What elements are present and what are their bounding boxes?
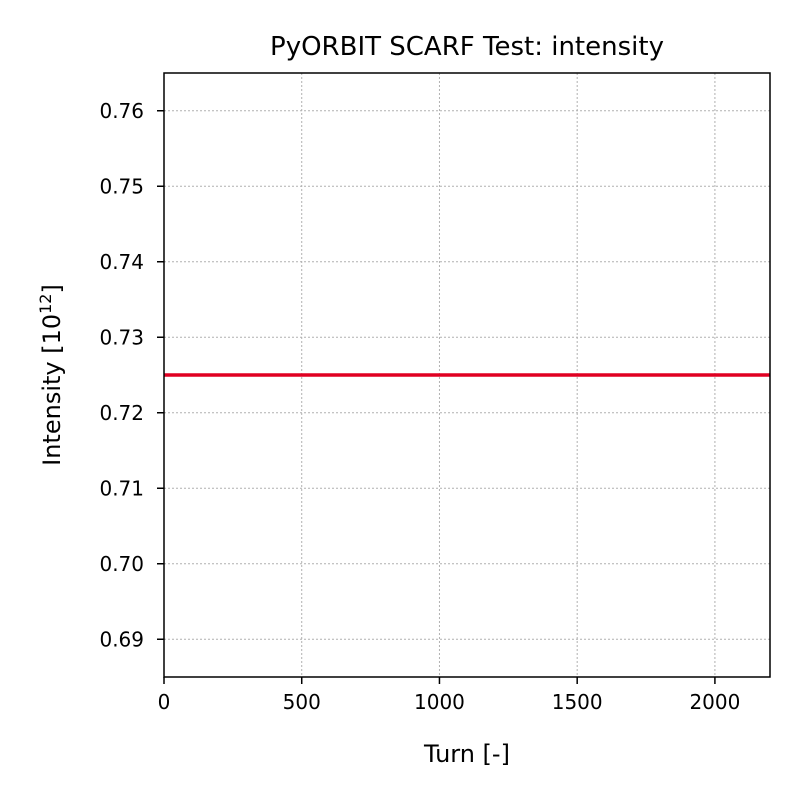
y-tick-label: 0.75 <box>99 174 144 198</box>
x-tick-label: 2000 <box>689 690 740 714</box>
x-tick-label: 1500 <box>552 690 603 714</box>
chart-title: PyORBIT SCARF Test: intensity <box>270 32 664 62</box>
x-axis-ticks: 0 500 1000 1500 2000 <box>158 677 740 714</box>
y-tick-label: 0.72 <box>99 401 144 425</box>
y-axis-label-close: ] <box>38 284 66 293</box>
y-axis-ticks: 0.69 0.70 0.71 0.72 0.73 0.74 0.75 0.76 <box>99 99 164 651</box>
y-tick-label: 0.69 <box>99 627 144 651</box>
y-tick-label: 0.70 <box>99 552 144 576</box>
x-tick-label: 500 <box>283 690 321 714</box>
y-axis-label: Intensity [1012] <box>36 284 66 466</box>
y-tick-label: 0.76 <box>99 99 144 123</box>
y-axis-label-main: Intensity [10 <box>38 314 66 466</box>
y-axis-label-exponent: 12 <box>36 294 55 314</box>
x-tick-label: 0 <box>158 690 171 714</box>
y-tick-label: 0.74 <box>99 250 144 274</box>
plot-frame <box>163 72 771 678</box>
x-axis-label: Turn [-] <box>423 740 510 768</box>
y-tick-label: 0.73 <box>99 325 144 349</box>
x-tick-label: 1000 <box>414 690 465 714</box>
y-tick-label: 0.71 <box>99 476 144 500</box>
